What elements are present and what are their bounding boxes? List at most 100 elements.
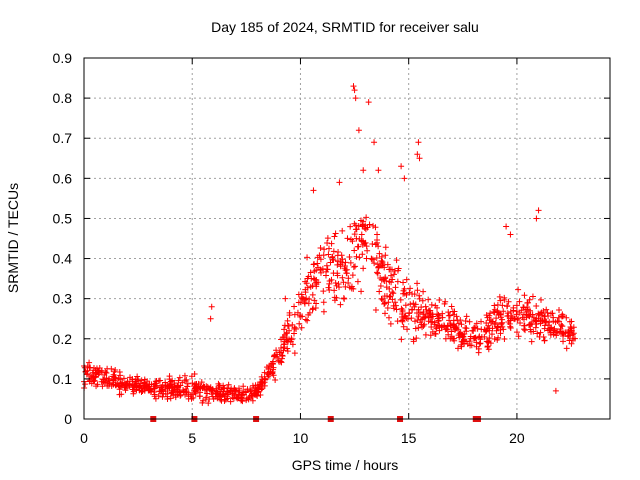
data-point xyxy=(515,286,522,293)
data-point xyxy=(337,301,344,308)
y-tick-label: 0.1 xyxy=(53,371,73,387)
data-point xyxy=(543,306,550,313)
data-point xyxy=(548,324,555,331)
data-point xyxy=(401,285,408,292)
data-point xyxy=(387,266,394,273)
data-point xyxy=(525,312,532,319)
data-point xyxy=(500,326,507,333)
data-point xyxy=(409,306,416,313)
data-point xyxy=(342,259,349,266)
data-point xyxy=(555,314,562,321)
data-point xyxy=(116,368,123,375)
data-point xyxy=(369,256,376,263)
data-point xyxy=(528,338,535,345)
data-point xyxy=(299,313,306,320)
data-point xyxy=(258,386,265,393)
data-point xyxy=(272,376,279,383)
data-point xyxy=(420,288,427,295)
data-point xyxy=(324,239,331,246)
data-point xyxy=(131,381,138,388)
data-point xyxy=(483,312,490,319)
data-point xyxy=(309,282,316,289)
data-point xyxy=(535,207,542,214)
data-point xyxy=(568,340,575,347)
data-point xyxy=(536,333,543,340)
data-point xyxy=(259,385,266,392)
data-point xyxy=(419,315,426,322)
data-point xyxy=(381,293,388,300)
data-point xyxy=(416,295,423,302)
data-point xyxy=(372,241,379,248)
data-point xyxy=(98,367,105,374)
axis-ticks xyxy=(83,57,610,420)
data-point xyxy=(321,246,328,253)
data-point xyxy=(341,295,348,302)
data-point xyxy=(176,374,183,381)
data-point xyxy=(400,279,407,286)
data-point xyxy=(282,331,289,338)
data-point xyxy=(406,309,413,316)
data-point xyxy=(171,384,178,391)
data-point xyxy=(310,275,317,282)
data-point xyxy=(306,309,313,316)
data-point xyxy=(501,294,508,301)
data-point xyxy=(552,329,559,336)
data-point xyxy=(362,226,369,233)
y-tick-label: 0 xyxy=(64,411,72,427)
data-point xyxy=(270,364,277,371)
data-point xyxy=(364,247,371,254)
data-point xyxy=(380,276,387,283)
data-point xyxy=(202,387,209,394)
data-point xyxy=(148,388,155,395)
data-point xyxy=(483,319,490,326)
data-point xyxy=(284,323,291,330)
data-point xyxy=(494,336,501,343)
data-point xyxy=(564,333,571,340)
data-point xyxy=(546,319,553,326)
data-point xyxy=(484,343,491,350)
data-point xyxy=(334,261,341,268)
data-point xyxy=(160,390,167,397)
data-point xyxy=(388,279,395,286)
data-point xyxy=(402,302,409,309)
data-point xyxy=(153,377,160,384)
data-point xyxy=(325,245,332,252)
data-point xyxy=(341,262,348,269)
data-point xyxy=(424,310,431,317)
data-point xyxy=(434,315,441,322)
data-point xyxy=(377,282,384,289)
data-point xyxy=(242,389,249,396)
data-point xyxy=(570,324,577,331)
x-axis-title: GPS time / hours xyxy=(292,457,399,473)
data-point xyxy=(537,320,544,327)
data-point xyxy=(390,271,397,278)
data-point xyxy=(137,380,144,387)
data-point xyxy=(494,323,501,330)
data-point xyxy=(190,394,197,401)
data-point xyxy=(297,299,304,306)
data-point xyxy=(535,312,542,319)
data-point xyxy=(563,314,570,321)
data-point xyxy=(224,391,231,398)
data-point xyxy=(352,222,359,229)
data-point xyxy=(493,327,500,334)
data-point xyxy=(329,256,336,263)
data-point xyxy=(320,308,327,315)
data-point xyxy=(429,328,436,335)
data-point xyxy=(89,376,96,383)
data-point xyxy=(416,292,423,299)
data-point xyxy=(311,261,318,268)
data-point xyxy=(392,299,399,306)
data-point xyxy=(225,381,232,388)
data-point xyxy=(320,299,327,306)
data-point xyxy=(382,252,389,259)
data-point xyxy=(180,387,187,394)
data-point xyxy=(461,340,468,347)
data-point xyxy=(280,341,287,348)
data-point xyxy=(199,399,206,406)
data-point xyxy=(264,370,271,377)
data-point xyxy=(376,288,383,295)
data-point xyxy=(353,226,360,233)
data-point xyxy=(184,380,191,387)
data-point xyxy=(204,390,211,397)
